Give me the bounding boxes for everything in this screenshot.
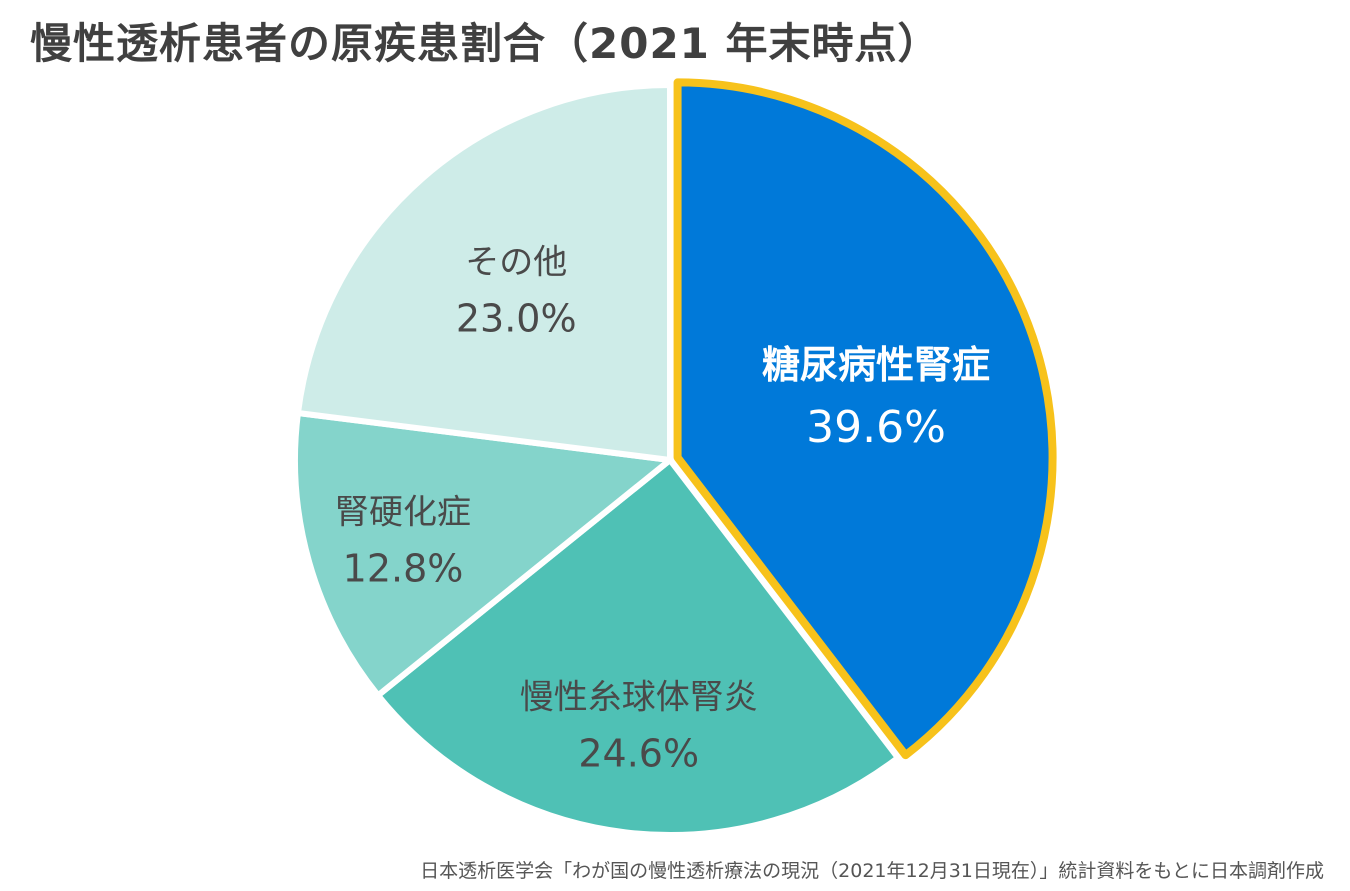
slice-value-1: 24.6% (578, 732, 699, 776)
highlight-slice-border (673, 78, 1057, 760)
slice-label-2: 腎硬化症 (335, 493, 471, 533)
pie-slice-2 (292, 410, 673, 699)
pie-slice-1 (375, 457, 901, 838)
slice-value-3: 23.0% (456, 297, 577, 341)
chart-title: 慢性透析患者の原疾患割合（2021 年末時点） (30, 19, 941, 68)
pie-slice-3 (294, 82, 673, 463)
slice-value-0: 39.6% (806, 402, 946, 453)
slice-label-0: 糖尿病性腎症 (762, 343, 990, 387)
slice-label-3: その他 (465, 243, 567, 283)
slice-value-2: 12.8% (343, 547, 464, 591)
slice-label-1: 慢性糸球体腎炎 (520, 678, 758, 718)
source-note: 日本透析医学会「わが国の慢性透析療法の現況（2021年12月31日現在）」統計資… (420, 860, 1324, 882)
